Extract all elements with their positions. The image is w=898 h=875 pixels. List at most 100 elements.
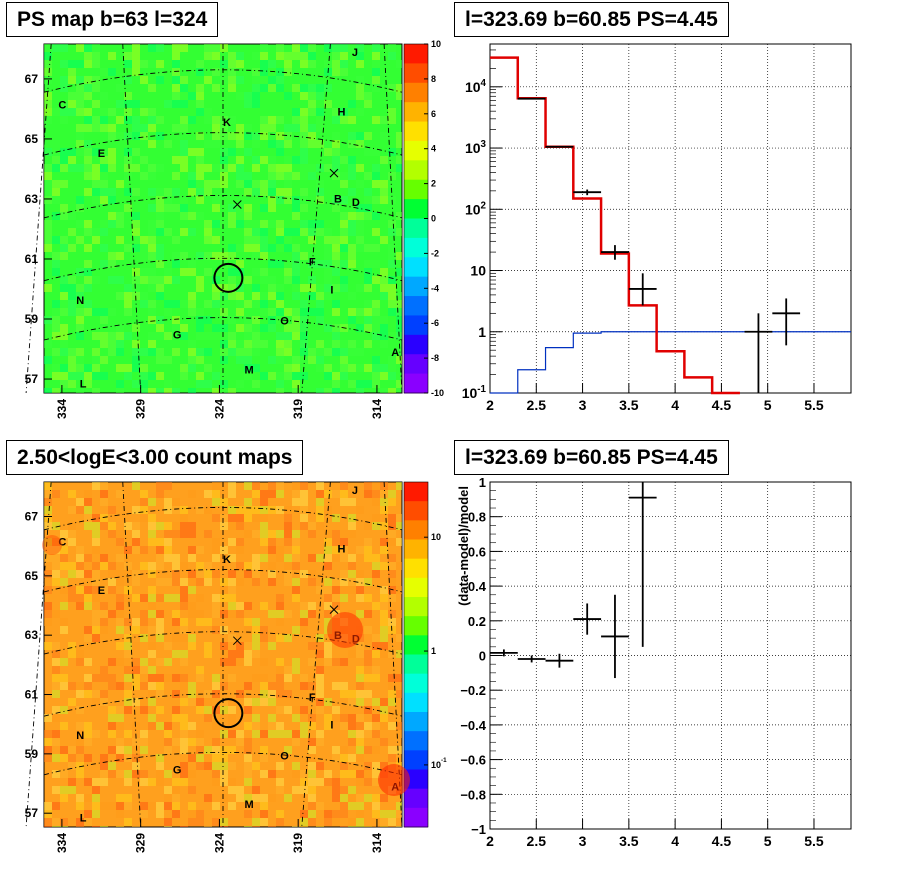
- map-pixel: [324, 252, 332, 260]
- map-pixel: [300, 116, 308, 124]
- colorbar-label: -2: [431, 248, 439, 258]
- map-pixel: [76, 84, 84, 92]
- map-pixel: [228, 276, 236, 284]
- map-pixel: [396, 140, 402, 148]
- map-pixel: [92, 538, 100, 546]
- map-pixel: [316, 300, 324, 308]
- map-pixel: [396, 482, 402, 490]
- map-pixel: [220, 252, 228, 260]
- map-pixel: [52, 522, 60, 530]
- map-pixel: [140, 124, 148, 132]
- map-pixel: [68, 538, 76, 546]
- map-pixel: [60, 60, 68, 68]
- map-pixel: [84, 498, 92, 506]
- map-pixel: [300, 132, 308, 140]
- map-pixel: [164, 794, 172, 802]
- map-pixel: [92, 778, 100, 786]
- map-pixel: [284, 244, 292, 252]
- map-pixel: [340, 212, 348, 220]
- map-pixel: [364, 674, 372, 682]
- map-pixel: [116, 132, 124, 140]
- map-pixel: [308, 100, 316, 108]
- map-pixel: [124, 300, 132, 308]
- longitude-line: [383, 43, 403, 394]
- map-pixel: [76, 826, 84, 827]
- map-pixel: [220, 156, 228, 164]
- map-pixel: [292, 482, 300, 490]
- map-pixel: [364, 594, 372, 602]
- map-pixel: [388, 498, 396, 506]
- map-pixel: [188, 610, 196, 618]
- map-pixel: [356, 204, 364, 212]
- map-pixel: [324, 722, 332, 730]
- map-pixel: [356, 108, 364, 116]
- map-pixel: [332, 746, 340, 754]
- map-pixel: [220, 730, 228, 738]
- map-pixel: [172, 554, 180, 562]
- map-pixel: [52, 802, 60, 810]
- map-pixel: [132, 68, 140, 76]
- map-pixel: [132, 244, 140, 252]
- map-pixel: [284, 124, 292, 132]
- map-pixel: [364, 578, 372, 586]
- map-pixel: [180, 506, 188, 514]
- map-pixel: [100, 308, 108, 316]
- map-pixel: [308, 602, 316, 610]
- map-pixel: [236, 642, 244, 650]
- map-pixel: [308, 722, 316, 730]
- map-pixel: [268, 84, 276, 92]
- map-pixel: [260, 682, 268, 690]
- map-pixel: [156, 388, 164, 393]
- map-pixel: [156, 188, 164, 196]
- map-pixel: [244, 300, 252, 308]
- spectrum-title: l=323.69 b=60.85 PS=4.45: [454, 2, 729, 37]
- y-tick-label: 0.6: [468, 544, 486, 559]
- map-pixel: [276, 722, 284, 730]
- map-pixel: [396, 730, 402, 738]
- map-pixel: [260, 514, 268, 522]
- map-pixel: [124, 626, 132, 634]
- map-pixel: [300, 674, 308, 682]
- colorbar-segment: [404, 769, 428, 790]
- map-pixel: [116, 180, 124, 188]
- map-pixel: [380, 236, 388, 244]
- map-pixel: [188, 180, 196, 188]
- map-pixel: [164, 826, 172, 827]
- map-pixel: [276, 116, 284, 124]
- map-pixel: [388, 308, 396, 316]
- map-pixel: [268, 140, 276, 148]
- map-pixel: [76, 658, 84, 666]
- residual-point: [545, 653, 574, 668]
- colorbar-segment: [404, 635, 428, 655]
- map-pixel: [388, 84, 396, 92]
- map-pixel: [68, 570, 76, 578]
- map-pixel: [364, 490, 372, 498]
- map-pixel: [76, 794, 84, 802]
- map-pixel: [156, 546, 164, 554]
- colorbar-segment: [404, 179, 428, 200]
- map-pixel: [204, 332, 212, 340]
- map-pixel: [116, 490, 124, 498]
- map-pixel: [76, 594, 84, 602]
- map-pixel: [316, 498, 324, 506]
- map-pixel: [84, 92, 92, 100]
- map-pixel: [316, 140, 324, 148]
- map-pixel: [292, 316, 300, 324]
- map-pixel: [84, 268, 92, 276]
- map-pixel: [276, 84, 284, 92]
- map-pixel: [124, 204, 132, 212]
- map-pixel: [292, 116, 300, 124]
- map-pixel: [228, 522, 236, 530]
- map-pixel: [124, 284, 132, 292]
- map-pixel: [164, 332, 172, 340]
- map-pixel: [180, 84, 188, 92]
- map-pixel: [172, 810, 180, 818]
- map-pixel: [108, 658, 116, 666]
- map-pixel: [324, 610, 332, 618]
- map-pixel: [300, 786, 308, 794]
- map-pixel: [92, 826, 100, 827]
- map-pixel: [164, 204, 172, 212]
- colorbar-segment: [404, 63, 428, 84]
- map-pixel: [108, 578, 116, 586]
- x-tick-label: 2.5: [527, 833, 547, 849]
